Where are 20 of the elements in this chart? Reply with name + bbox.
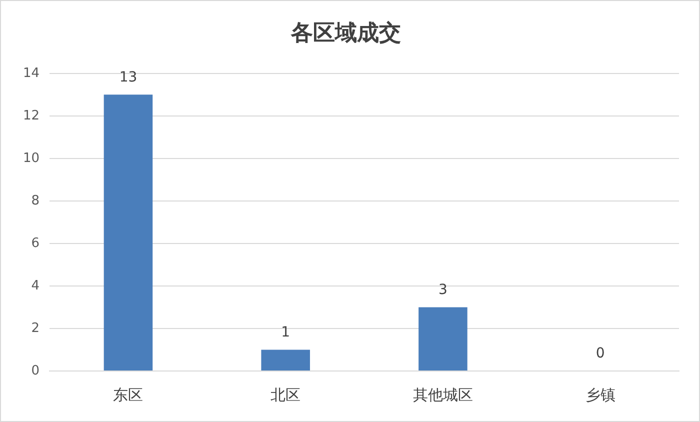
y-tick-label: 10	[22, 150, 40, 166]
bar	[418, 307, 468, 370]
y-tick-label: 2	[31, 320, 40, 336]
y-tick-label: 14	[22, 66, 40, 81]
x-tick-label: 乡镇	[585, 386, 616, 404]
y-tick-label: 12	[22, 108, 40, 124]
x-tick-label: 北区	[270, 386, 301, 404]
bar	[261, 350, 310, 370]
data-label: 1	[281, 324, 290, 340]
y-tick-label: 4	[31, 278, 40, 294]
chart-title: 各区域成交	[290, 20, 401, 46]
y-tick-label: 6	[31, 236, 40, 251]
data-label: 3	[438, 282, 448, 298]
x-tick-label: 东区	[113, 386, 144, 404]
data-label: 0	[596, 346, 605, 362]
data-label: 13	[119, 69, 138, 86]
y-tick-label: 8	[31, 193, 40, 208]
y-tick-label: 0	[31, 363, 40, 378]
bar	[104, 94, 153, 370]
x-tick-label: 其他城区	[412, 386, 473, 404]
